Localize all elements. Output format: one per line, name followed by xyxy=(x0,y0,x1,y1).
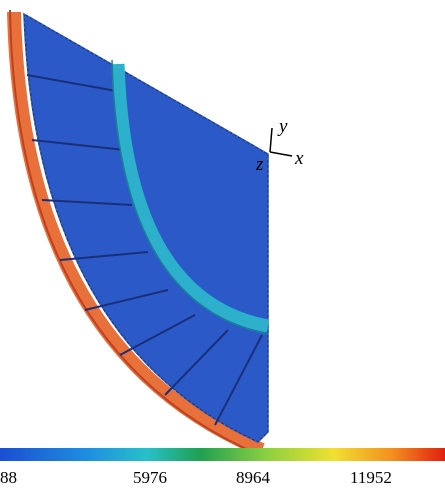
axis-label: y xyxy=(277,116,288,137)
colorbar-labels: 88 5976 8964 11952 xyxy=(0,468,392,487)
axis-triad: y x z xyxy=(255,116,304,175)
colorbar-label: 8964 xyxy=(236,468,271,487)
colorbar-label: 11952 xyxy=(350,468,392,487)
y-axis-line xyxy=(270,128,272,152)
colorbar-label: 5976 xyxy=(133,468,167,487)
axis-label: x xyxy=(294,148,304,169)
fea-figure: y x z 88 5976 8964 11952 xyxy=(0,0,445,493)
colorbar xyxy=(0,448,445,461)
page: {"axes": {"y": "y", "z": "z", "x": "x"},… xyxy=(0,0,445,493)
x-axis-line xyxy=(270,152,292,156)
axis-label: z xyxy=(255,154,264,175)
model xyxy=(10,10,268,456)
colorbar-label: 88 xyxy=(0,468,17,487)
